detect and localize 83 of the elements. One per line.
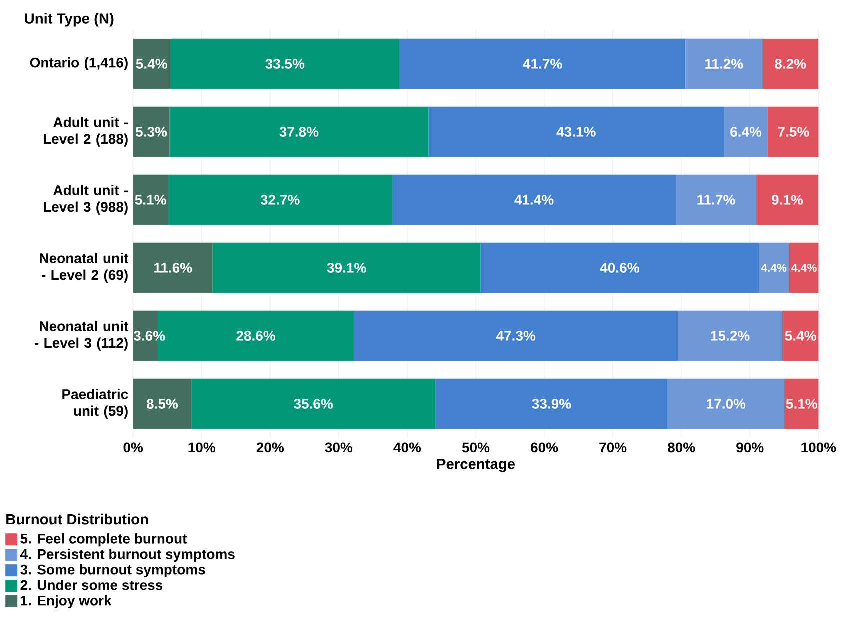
data-label: 5.4% (136, 59, 168, 69)
bar (782, 310, 819, 362)
data-label: 5.4% (785, 331, 816, 341)
bar (354, 310, 678, 362)
data-label: 40.6% (600, 263, 640, 273)
x-tick-label: 10% (188, 442, 216, 453)
data-label: 11.7% (698, 195, 736, 205)
data-label: 37.8% (280, 127, 319, 137)
data-label: 8.2% (775, 59, 806, 69)
data-label: 4.4% (792, 264, 817, 272)
x-tick-label: 70% (600, 442, 627, 453)
bar (668, 378, 784, 430)
bar (133, 38, 170, 90)
data-label: 5.3% (136, 127, 168, 137)
data-label: 8.5% (146, 399, 178, 409)
y-tick-label: Paediatric unit (59) (62, 389, 128, 419)
y-tick-label: Neonatal unit - Level 3 (112) (35, 321, 128, 351)
data-label: 11.2% (706, 59, 744, 69)
data-label: 6.4% (730, 127, 762, 137)
bar (133, 106, 170, 158)
data-label: 9.1% (772, 195, 804, 205)
legend-title: Burnout Distribution (6, 514, 148, 525)
data-label: 32.7% (260, 195, 300, 205)
y-axis-title: Unit Type (N) (25, 13, 114, 27)
y-tick-label: Adult unit - Level 2 (188) (44, 117, 128, 147)
bar (676, 174, 756, 226)
data-label: 35.6% (294, 399, 334, 409)
x-tick-label: 100% (802, 442, 836, 453)
y-tick-label: Ontario (1,416) (30, 57, 128, 71)
bar (724, 106, 768, 158)
legend-label: 2. Under some stress (20, 580, 163, 590)
x-tick-label: 40% (394, 442, 422, 453)
bar (480, 242, 760, 294)
data-label: 5.1% (786, 399, 818, 409)
data-label: 5.1% (135, 195, 166, 205)
x-tick-label: 60% (531, 442, 558, 453)
bar (168, 174, 392, 226)
bar (400, 38, 686, 90)
x-tick-label: 0% (124, 442, 144, 453)
bar (789, 242, 819, 294)
data-label: 3.6% (134, 331, 166, 341)
legend-label: 3. Some burnout symptoms (20, 564, 206, 578)
legend-label: 5. Feel complete burnout (20, 534, 188, 547)
x-tick-label: 30% (325, 442, 353, 453)
legend-label: 4. Persistent burnout symptoms (20, 549, 235, 562)
bar (392, 174, 676, 226)
data-label: 17.0% (707, 399, 746, 409)
bar (133, 242, 213, 294)
data-label: 47.3% (496, 331, 536, 341)
bar (784, 378, 819, 430)
x-tick-label: 20% (256, 442, 284, 453)
bar (170, 38, 400, 90)
data-label: 4.4% (761, 264, 787, 272)
bar (170, 106, 429, 158)
data-label: 41.4% (514, 195, 554, 205)
bar (678, 310, 782, 362)
data-label: 28.6% (236, 331, 276, 341)
data-label: 11.6% (154, 263, 192, 273)
bar (133, 378, 192, 430)
data-label: 7.5% (778, 127, 810, 137)
data-label: 33.5% (266, 59, 305, 69)
bar (212, 242, 481, 294)
x-tick-label: 80% (668, 442, 696, 453)
y-tick-label: Adult unit - Level 3 (988) (44, 185, 128, 215)
bar (428, 106, 724, 158)
bar (192, 378, 436, 430)
y-tick-label: Neonatal unit - Level 2 (69) (40, 253, 128, 283)
bar (759, 242, 790, 294)
bar (768, 106, 819, 158)
bar (756, 174, 819, 226)
bar (436, 378, 668, 430)
data-label: 43.1% (556, 127, 596, 137)
bar (133, 174, 168, 226)
data-label: 15.2% (711, 331, 750, 341)
bar (686, 38, 762, 90)
x-axis-title: Percentage (437, 459, 516, 472)
bar (762, 38, 819, 90)
data-label: 39.1% (327, 263, 366, 273)
data-label: 41.7% (523, 59, 562, 69)
legend-label: 1. Enjoy work (21, 595, 112, 609)
x-tick-label: 90% (736, 442, 764, 453)
data-label: 33.9% (532, 399, 572, 409)
x-tick-label: 50% (462, 442, 490, 453)
